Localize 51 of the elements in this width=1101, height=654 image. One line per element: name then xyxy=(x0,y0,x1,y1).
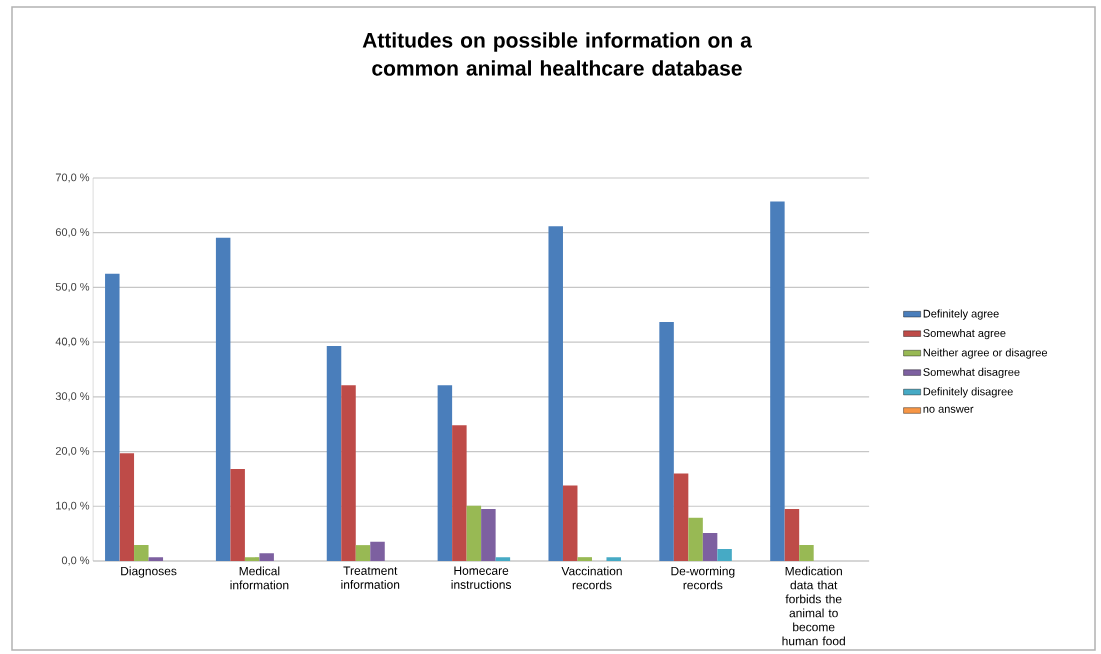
y-tick-label: 70,0 % xyxy=(55,173,90,183)
bar xyxy=(134,545,149,561)
legend-label: Somewhat disagree xyxy=(923,367,1020,379)
bar xyxy=(673,473,689,561)
bar xyxy=(452,425,467,561)
y-tick-label: 10,0 % xyxy=(56,501,90,511)
y-tick-label: 40,0 % xyxy=(55,337,90,347)
x-tick-label: Treatment information xyxy=(341,566,400,589)
bar xyxy=(577,557,592,561)
legend-label: no answer xyxy=(923,406,974,413)
x-tick-label: Vaccination records xyxy=(561,566,622,590)
legend-label: Definitely agree xyxy=(923,309,999,320)
bar xyxy=(148,557,164,561)
y-tick-label: 50,0 % xyxy=(55,282,90,292)
bar xyxy=(244,557,260,561)
bar xyxy=(105,273,120,561)
bar xyxy=(215,237,231,561)
bar xyxy=(495,557,511,561)
bar xyxy=(355,545,371,561)
y-tick-label: 30,0 % xyxy=(55,392,90,402)
bar xyxy=(606,557,621,561)
chart-title: Attitudes on possible information on a common animal healthcare database xyxy=(362,32,752,76)
y-tick-label: 0,0 % xyxy=(61,556,90,566)
bar xyxy=(702,533,718,561)
bar xyxy=(437,385,453,561)
bar xyxy=(370,541,385,561)
bar xyxy=(717,548,732,561)
bar xyxy=(326,345,342,561)
bar xyxy=(341,385,356,561)
legend-label: Neither agree or disagree xyxy=(923,348,1048,359)
x-tick-label: Diagnoses xyxy=(121,566,177,578)
y-tick-label: 60,0 % xyxy=(55,228,90,238)
x-tick-label: De-worming records xyxy=(671,566,735,590)
bar xyxy=(688,517,703,561)
bar xyxy=(562,485,578,561)
legend-label: Definitely disagree xyxy=(923,387,1013,398)
x-tick-label: Medication data that forbids the animal to become human food xyxy=(782,566,845,646)
legend-label: Somewhat agree xyxy=(923,328,1006,340)
y-tick-label: 20,0 % xyxy=(55,447,90,457)
bar xyxy=(230,469,245,561)
bar xyxy=(784,509,800,561)
bar xyxy=(481,509,496,561)
bar xyxy=(548,226,563,561)
bar xyxy=(770,201,785,561)
x-tick-label: Homecare instructions xyxy=(451,566,512,589)
bar xyxy=(466,505,482,561)
bar xyxy=(259,553,274,561)
x-tick-label: Medical information xyxy=(230,566,289,590)
bar xyxy=(119,453,135,561)
bar xyxy=(799,545,814,561)
bar xyxy=(659,321,674,561)
